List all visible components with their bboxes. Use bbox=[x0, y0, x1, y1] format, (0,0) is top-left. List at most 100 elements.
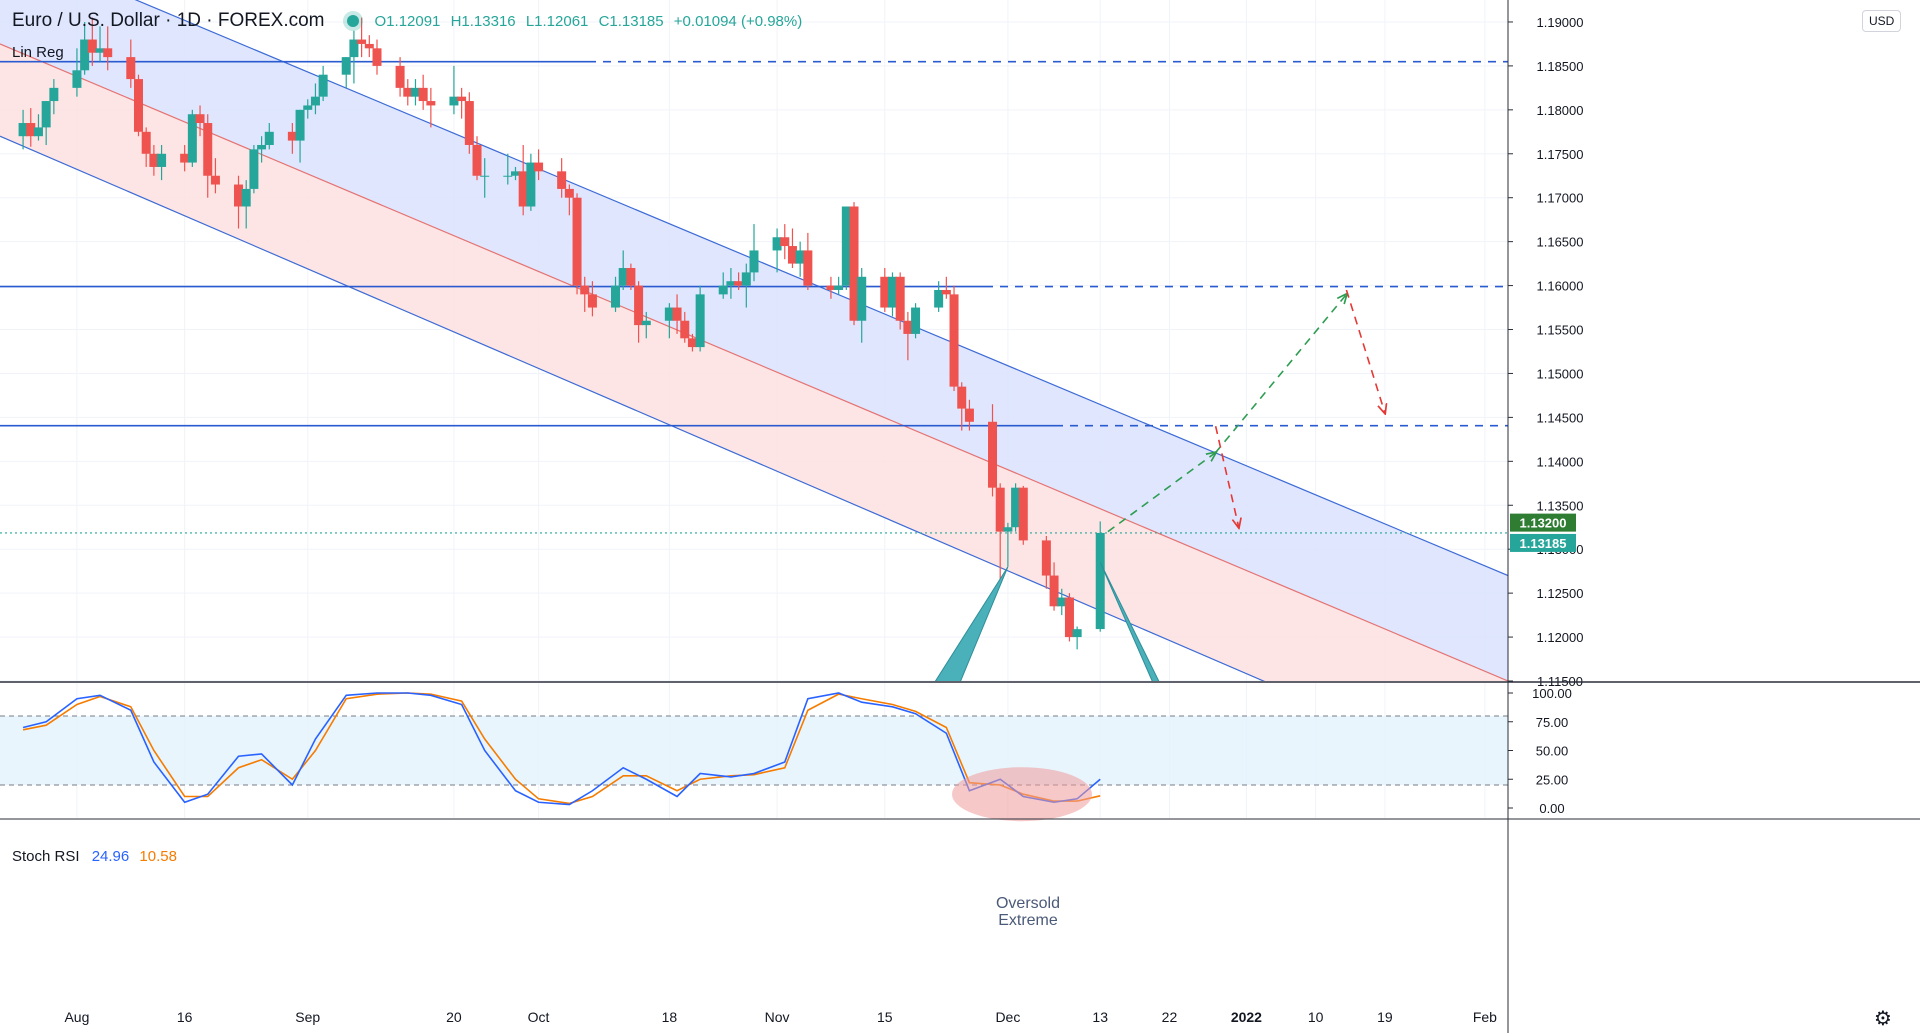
stoch-rsi-legend[interactable]: Stoch RSI 24.96 10.58 bbox=[12, 848, 177, 865]
close-value: C1.13185 bbox=[598, 12, 664, 30]
fib-level-name: 23.6% Fibonacci bbox=[1702, 410, 1828, 429]
candle-body bbox=[510, 171, 520, 176]
candle-body bbox=[257, 144, 267, 150]
candle-body bbox=[395, 65, 405, 88]
symbol-title[interactable]: Euro / U.S. Dollar · 1D · FOREX.com bbox=[12, 10, 325, 31]
candle-body bbox=[41, 101, 51, 128]
price-marker-label: 1.13200 bbox=[1520, 516, 1567, 531]
candle-body bbox=[911, 307, 921, 334]
candle-body bbox=[341, 57, 351, 75]
candle-body bbox=[803, 250, 813, 286]
channel-lower-fill bbox=[0, 43, 1508, 681]
fib-level-name: 61.8% Fibonacci bbox=[1702, 46, 1828, 65]
candle-body bbox=[418, 87, 428, 102]
candle-body bbox=[80, 39, 90, 71]
candle-body bbox=[1018, 487, 1028, 541]
candle-body bbox=[464, 101, 474, 145]
candle-body bbox=[33, 127, 43, 137]
candle-body bbox=[857, 276, 867, 321]
price-axis-label: 1.12500 bbox=[1537, 586, 1584, 601]
candle-body bbox=[672, 307, 682, 321]
candle-body bbox=[372, 48, 382, 66]
time-axis-label: 2022 bbox=[1231, 1009, 1262, 1025]
stoch-axis-label: 0.00 bbox=[1539, 801, 1564, 816]
stoch-axis-label: 100.00 bbox=[1532, 686, 1572, 701]
candle-body bbox=[887, 276, 897, 308]
candle-body bbox=[880, 276, 890, 308]
stoch-axis-label: 25.00 bbox=[1536, 772, 1569, 787]
candle-body bbox=[841, 206, 851, 286]
candle-body bbox=[187, 114, 197, 163]
candle-body bbox=[772, 237, 782, 251]
candle-body bbox=[611, 285, 621, 308]
candle-body bbox=[1057, 597, 1067, 607]
candle-body bbox=[503, 175, 513, 177]
channel-upper-fill bbox=[0, 0, 1508, 681]
candle-body bbox=[780, 237, 790, 247]
candle-body bbox=[749, 250, 759, 273]
price-axis-label: 1.14500 bbox=[1537, 410, 1584, 425]
linreg-indicator-label[interactable]: Lin Reg bbox=[12, 44, 64, 61]
ohlc-readout: O1.12091 H1.13316 L1.12061 C1.13185 +0.0… bbox=[375, 13, 809, 30]
projection-down-arrow bbox=[1345, 289, 1384, 413]
candle-body bbox=[26, 123, 36, 137]
candle-body bbox=[734, 281, 744, 286]
candle-body bbox=[680, 320, 690, 339]
projection-up-arrow bbox=[1215, 294, 1347, 454]
candle-body bbox=[1049, 575, 1059, 607]
stoch-rsi-k-value: 24.96 bbox=[91, 848, 130, 865]
price-axis-label: 1.15500 bbox=[1537, 323, 1584, 338]
callout-pointer bbox=[1099, 562, 1160, 681]
fib-level-value: @ 1.18548 bbox=[1702, 63, 1785, 82]
time-axis-label: Feb bbox=[1473, 1009, 1497, 1025]
candle-body bbox=[988, 421, 998, 488]
stoch-rsi-d-value: 10.58 bbox=[139, 848, 177, 865]
market-status-dot bbox=[346, 15, 359, 27]
low-value: L1.12061 bbox=[525, 12, 589, 30]
price-marker-badge bbox=[1510, 513, 1576, 532]
chart-header: Euro / U.S. Dollar · 1D · FOREX.com O1.1… bbox=[12, 10, 808, 32]
fib-level-value: @ 1.15989 bbox=[1702, 288, 1785, 307]
time-axis-label: 20 bbox=[446, 1009, 462, 1025]
currency-button[interactable]: USD bbox=[1862, 10, 1902, 32]
candle-body bbox=[318, 74, 328, 97]
settings-gear-icon[interactable]: ⚙ bbox=[1874, 1008, 1892, 1030]
price-axis-label: 1.19000 bbox=[1537, 15, 1584, 30]
oversold-highlight-ellipse bbox=[952, 767, 1092, 822]
candle-body bbox=[641, 320, 651, 326]
price-axis-label: 1.17000 bbox=[1537, 191, 1584, 206]
candle-body bbox=[157, 153, 167, 167]
candle-body bbox=[726, 281, 736, 286]
candle-body bbox=[895, 276, 905, 321]
candle-body bbox=[903, 320, 913, 334]
candle-body bbox=[741, 272, 751, 286]
time-axis-label: 19 bbox=[1377, 1009, 1393, 1025]
time-axis-label: Nov bbox=[765, 1009, 790, 1025]
time-axis-label: 10 bbox=[1308, 1009, 1324, 1025]
candle-body bbox=[103, 48, 113, 58]
price-axis-label: 1.13500 bbox=[1537, 498, 1584, 513]
candle-body bbox=[664, 307, 674, 321]
oversold-annotation-text: Extreme bbox=[998, 912, 1058, 929]
last-price-label: 1.13185 bbox=[1520, 536, 1567, 551]
candle-body bbox=[234, 184, 244, 207]
price-axis-label: 1.17500 bbox=[1537, 147, 1584, 162]
candle-body bbox=[95, 48, 105, 53]
stoch-axis-label: 50.00 bbox=[1536, 744, 1569, 759]
candle-body bbox=[264, 131, 274, 145]
candle-body bbox=[126, 57, 136, 80]
candle-body bbox=[72, 70, 82, 88]
candle-body bbox=[141, 131, 151, 154]
high-value: H1.13316 bbox=[450, 12, 516, 30]
callout-annotation: HammerCandle bbox=[934, 566, 1009, 681]
time-axis-label: 18 bbox=[662, 1009, 678, 1025]
candle-body bbox=[133, 79, 143, 132]
candle-body bbox=[149, 153, 159, 167]
callout-pointer bbox=[934, 566, 1009, 681]
candle-body bbox=[687, 338, 697, 348]
candle-body bbox=[449, 96, 459, 106]
projection-down-arrow bbox=[1214, 425, 1239, 527]
candle-body bbox=[964, 408, 974, 422]
